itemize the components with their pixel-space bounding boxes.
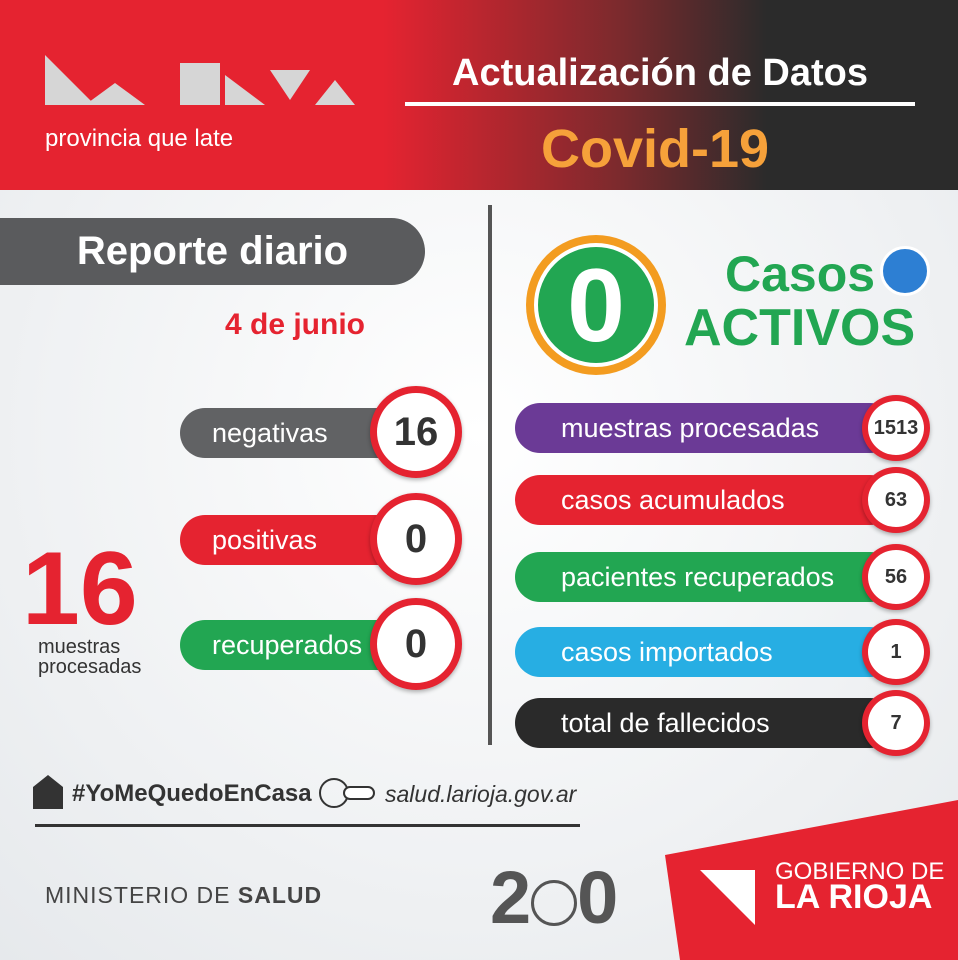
- active-label: Casos: [725, 246, 876, 302]
- gov-text: GOBIERNO DE: [775, 858, 945, 885]
- report-title: Reporte diario: [0, 218, 425, 285]
- title-rule: [405, 102, 915, 106]
- total-label: procesadas: [38, 656, 142, 678]
- total-label: muestras: [38, 636, 121, 658]
- active-ring: 0: [526, 235, 666, 375]
- hashtag: #YoMeQuedoEnCasa: [72, 780, 312, 807]
- report-total: 16: [22, 531, 138, 647]
- anniversary-digit: 2: [490, 856, 532, 939]
- stat-pill: casos acumulados: [515, 475, 895, 525]
- website: salud.larioja.gov.ar: [385, 781, 577, 807]
- ministry-text: SALUD: [237, 882, 323, 908]
- anniversary-digit: 0: [577, 856, 619, 939]
- web-icon: [319, 778, 375, 808]
- emblem: [531, 880, 578, 927]
- gov-text: LA RIOJA: [775, 878, 933, 916]
- stat-value: 56: [862, 544, 930, 610]
- logo-shapes: [45, 55, 355, 105]
- footer-rule: [35, 824, 580, 827]
- row-value: 16: [370, 386, 462, 478]
- stat-value: 1513: [862, 395, 930, 461]
- stat-pill: total de fallecidos: [515, 698, 895, 748]
- stat-pill: muestras procesadas: [515, 403, 895, 453]
- row-value: 0: [370, 598, 462, 690]
- header: [0, 0, 958, 190]
- active-label: ACTIVOS: [684, 299, 916, 357]
- gov-badge: [665, 800, 958, 960]
- home-icon: [33, 775, 63, 809]
- title: Actualización de Datos: [452, 52, 868, 94]
- ministry: MINISTERIO DE SALUD: [45, 882, 322, 909]
- divider: [488, 205, 492, 745]
- row-value: 0: [370, 493, 462, 585]
- subtitle: Covid-19: [540, 119, 770, 179]
- stat-value: 7: [862, 690, 930, 756]
- report-date: 4 de junio: [224, 308, 365, 341]
- active-value: 0: [534, 243, 658, 367]
- stat-pill: casos importados: [515, 627, 895, 677]
- logo-text: provincia que late: [45, 125, 234, 152]
- like-icon: [880, 246, 930, 296]
- stat-pill: pacientes recuperados: [515, 552, 895, 602]
- stat-value: 63: [862, 467, 930, 533]
- stat-value: 1: [862, 619, 930, 685]
- ministry-text: MINISTERIO DE: [45, 882, 231, 908]
